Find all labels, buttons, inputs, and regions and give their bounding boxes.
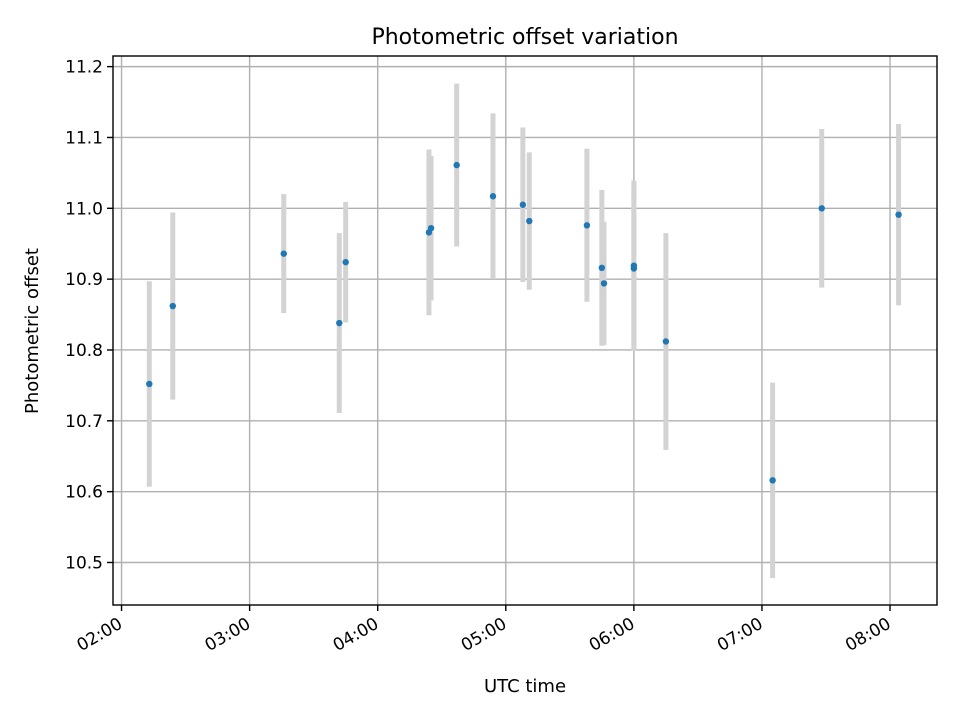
data-point	[526, 217, 533, 225]
y-tick-label: 11.0	[65, 199, 103, 219]
data-point	[895, 211, 902, 218]
y-tick-label: 10.8	[65, 341, 103, 361]
chart-title: Photometric offset variation	[371, 25, 678, 50]
data-point	[583, 222, 591, 229]
data-point	[169, 302, 176, 310]
data-point	[280, 250, 287, 257]
data-point	[818, 205, 825, 212]
data-point	[519, 201, 527, 208]
y-tick-label: 10.6	[65, 483, 103, 503]
y-tick-label: 10.5	[65, 553, 103, 573]
data-point	[630, 265, 638, 272]
data-point	[453, 161, 460, 169]
data-point	[336, 319, 343, 327]
data-point	[342, 258, 349, 266]
data-point	[146, 380, 153, 388]
data-point	[427, 224, 435, 232]
y-tick-label: 10.9	[65, 270, 103, 290]
y-tick-label: 11.2	[65, 58, 103, 78]
y-tick-label: 10.7	[65, 412, 103, 432]
y-axis-label: Photometric offset	[22, 248, 43, 414]
data-point	[600, 280, 608, 287]
data-point	[598, 264, 606, 272]
x-axis-label: UTC time	[484, 676, 566, 697]
y-tick-label: 11.1	[65, 128, 103, 148]
data-point	[769, 477, 776, 484]
data-point	[489, 193, 497, 200]
data-point	[662, 338, 670, 345]
data-points	[146, 161, 902, 484]
plot-frame	[112, 55, 938, 606]
